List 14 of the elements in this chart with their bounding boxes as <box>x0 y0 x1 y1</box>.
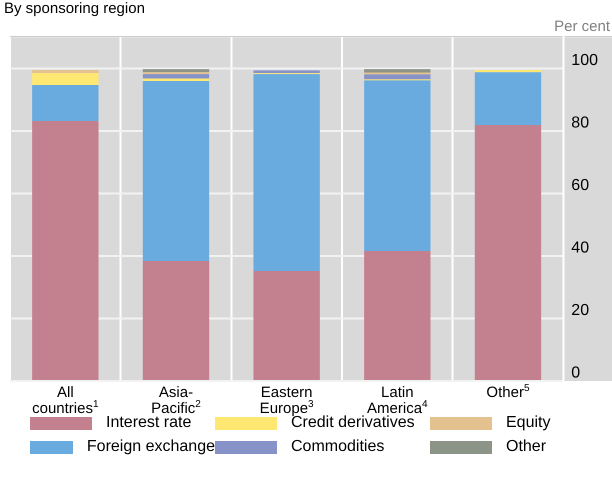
y-axis-title: Per cent <box>554 18 610 35</box>
legend-label: Credit derivatives <box>291 414 415 432</box>
y-tick-label: 60 <box>571 176 590 194</box>
y-tick-label: 20 <box>571 302 590 319</box>
legend-label: Commodities <box>291 438 384 456</box>
y-tick-label: 100 <box>571 52 598 69</box>
y-tick-label: 40 <box>571 239 590 256</box>
y-tick-label: 0 <box>571 364 580 382</box>
legend-label: Equity <box>506 414 550 432</box>
legend-label: Foreign exchange <box>86 438 215 456</box>
legend-label: Other <box>506 438 546 456</box>
chart-title: By sponsoring region <box>4 0 145 17</box>
y-tick-label: 80 <box>571 114 590 132</box>
legend-label: Interest rate <box>106 414 192 432</box>
